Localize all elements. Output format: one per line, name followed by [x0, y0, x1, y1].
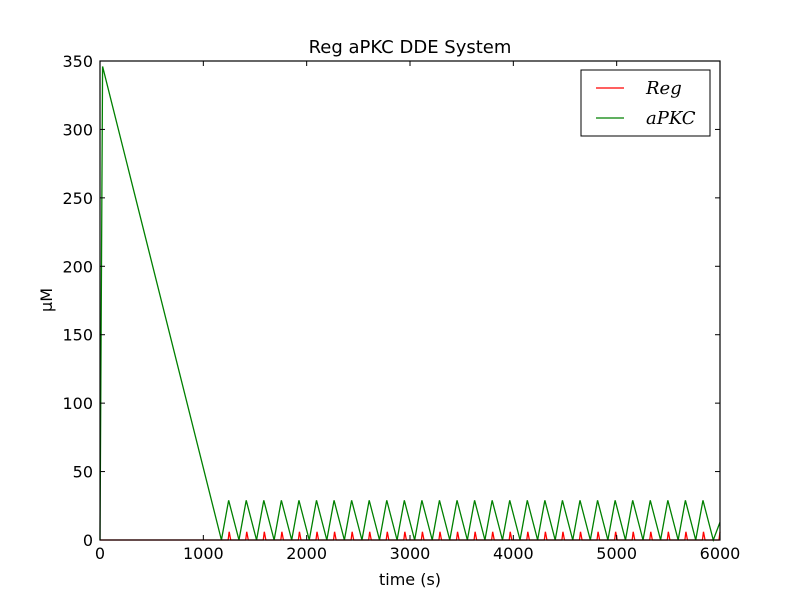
x-tick-label: 2000	[286, 544, 327, 563]
x-tick-label: 0	[95, 544, 105, 563]
plot-area-frame	[99, 60, 721, 541]
y-tick-label: 250	[62, 189, 93, 208]
y-axis-label: μM	[37, 288, 56, 312]
x-tick-label: 6000	[700, 544, 741, 563]
x-axis-label: time (s)	[379, 570, 441, 589]
y-tick-label: 0	[83, 531, 93, 550]
y-tick-label: 50	[73, 463, 93, 482]
series-line-apkc	[99, 66, 721, 543]
legend: Reg aPKC	[580, 69, 711, 137]
legend-label-reg: Reg	[645, 78, 682, 99]
y-tick-label: 350	[62, 52, 93, 71]
x-tick-label: 4000	[493, 544, 534, 563]
y-tick-label: 300	[62, 120, 93, 139]
x-tick-label: 1000	[183, 544, 224, 563]
legend-box	[580, 69, 711, 137]
chart-title: Reg aPKC DDE System	[309, 37, 512, 58]
y-tick-label: 100	[62, 394, 93, 413]
legend-label-apkc: aPKC	[646, 108, 696, 129]
y-tick-label: 150	[62, 326, 93, 345]
x-tick-label: 5000	[596, 544, 637, 563]
y-tick-label: 200	[62, 257, 93, 276]
x-tick-label: 3000	[390, 544, 431, 563]
